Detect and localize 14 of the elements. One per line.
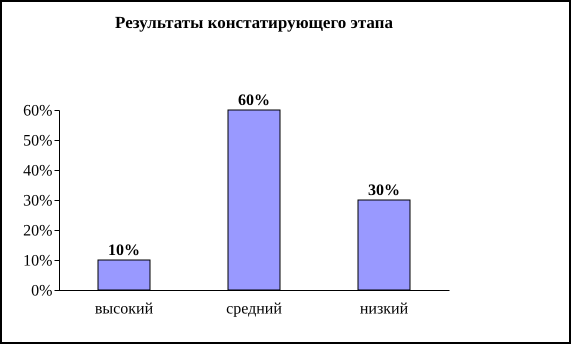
x-tick-label: высокий [94, 300, 154, 318]
x-tick-label: средний [226, 300, 282, 318]
data-label: 10% [108, 242, 140, 259]
y-tick-label: 10% [23, 252, 52, 270]
y-tick-label: 50% [23, 132, 52, 150]
y-tick-label: 60% [23, 102, 52, 120]
chart-title: Результаты констатирующего этапа [115, 13, 394, 32]
y-tick-label: 20% [23, 222, 52, 240]
data-label: 60% [238, 92, 270, 109]
y-tick-label: 0% [31, 282, 52, 300]
x-tick-label: низкий [360, 300, 409, 318]
y-tick-label: 30% [23, 192, 52, 210]
y-tick-label: 40% [23, 162, 52, 180]
data-label: 30% [368, 182, 400, 199]
